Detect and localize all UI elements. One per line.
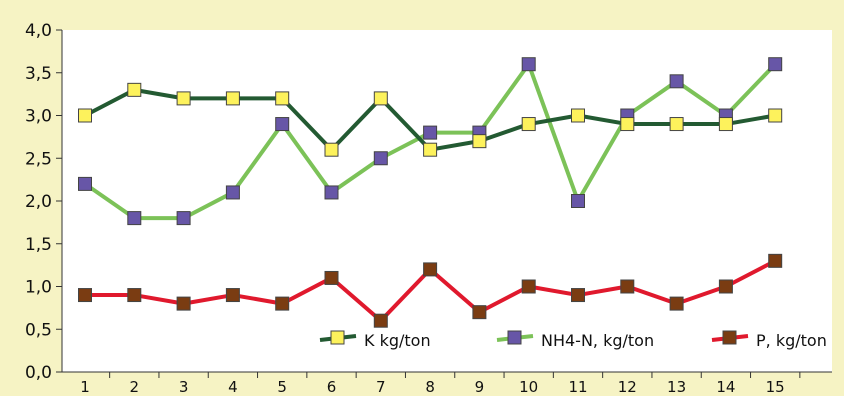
y-tick-label: 2,5 (25, 149, 52, 169)
data-point (521, 57, 536, 72)
data-point (669, 296, 684, 311)
y-tick-label: 0,5 (25, 320, 52, 340)
x-tick-label: 13 (667, 378, 686, 396)
x-tick-label: 12 (618, 378, 637, 396)
data-point (275, 91, 290, 106)
data-point (127, 82, 142, 97)
legend: K kg/ton NH4-N, kg/ton P, kg/ton (319, 330, 827, 350)
data-point (768, 57, 783, 72)
data-point (768, 108, 783, 123)
data-point (373, 151, 388, 166)
data-point (472, 134, 487, 149)
x-tick-label: 2 (130, 378, 140, 396)
data-point (324, 185, 339, 200)
data-point (768, 253, 783, 268)
legend-label: K kg/ton (364, 331, 431, 350)
legend-marker (507, 330, 522, 345)
data-point (423, 125, 438, 140)
x-tick-label: 7 (376, 378, 386, 396)
data-point (669, 117, 684, 132)
data-point (373, 91, 388, 106)
data-point (423, 142, 438, 157)
data-point (78, 108, 92, 123)
legend-label: P, kg/ton (756, 331, 827, 350)
data-point (127, 211, 142, 226)
x-tick-label: 11 (568, 378, 587, 396)
data-point (275, 117, 290, 132)
data-point (423, 262, 438, 277)
data-point (718, 117, 733, 132)
data-point (225, 91, 240, 106)
data-point (225, 288, 240, 303)
series-layer (78, 57, 783, 328)
data-point (176, 91, 191, 106)
data-point (669, 74, 684, 89)
legend-marker (330, 330, 345, 345)
x-tick-label: 8 (425, 378, 435, 396)
data-point (521, 279, 536, 294)
legend-label: NH4-N, kg/ton (541, 331, 654, 350)
y-tick-label: 1,5 (25, 235, 52, 255)
data-point (373, 313, 388, 328)
data-point (620, 279, 635, 294)
data-point (127, 288, 142, 303)
data-point (472, 305, 487, 320)
data-point (571, 194, 585, 208)
x-tick-label: 10 (519, 378, 538, 396)
y-tick-label: 1,0 (25, 278, 52, 298)
x-tick-label: 3 (179, 378, 189, 396)
y-tick-label: 2,0 (25, 192, 52, 212)
axes: 0,00,51,01,52,02,53,03,54,01 2 3 4 5 6 7 8 9 10 11… (25, 21, 832, 396)
x-tick-label: 1 (80, 378, 90, 396)
data-point (275, 296, 290, 311)
y-tick-label: 0,0 (25, 363, 52, 383)
y-tick-label: 3,5 (25, 64, 52, 84)
data-point (571, 288, 585, 303)
data-point (571, 108, 585, 123)
data-point (324, 270, 339, 285)
plot-area (62, 30, 832, 372)
x-tick-label: 14 (716, 378, 735, 396)
y-tick-label: 3,0 (25, 107, 52, 127)
data-point (521, 117, 536, 132)
data-point (78, 176, 92, 191)
data-point (324, 142, 339, 157)
legend-marker (722, 330, 737, 345)
x-tick-label: 5 (277, 378, 287, 396)
data-point (225, 185, 240, 200)
x-tick-label: 9 (475, 378, 485, 396)
data-point (176, 296, 191, 311)
data-point (176, 211, 191, 226)
data-point (718, 279, 733, 294)
y-tick-label: 4,0 (25, 21, 52, 41)
data-point (620, 117, 635, 132)
x-tick-label: 15 (766, 378, 785, 396)
x-tick-label: 6 (327, 378, 337, 396)
data-point (78, 288, 92, 303)
x-tick-label: 4 (228, 378, 238, 396)
